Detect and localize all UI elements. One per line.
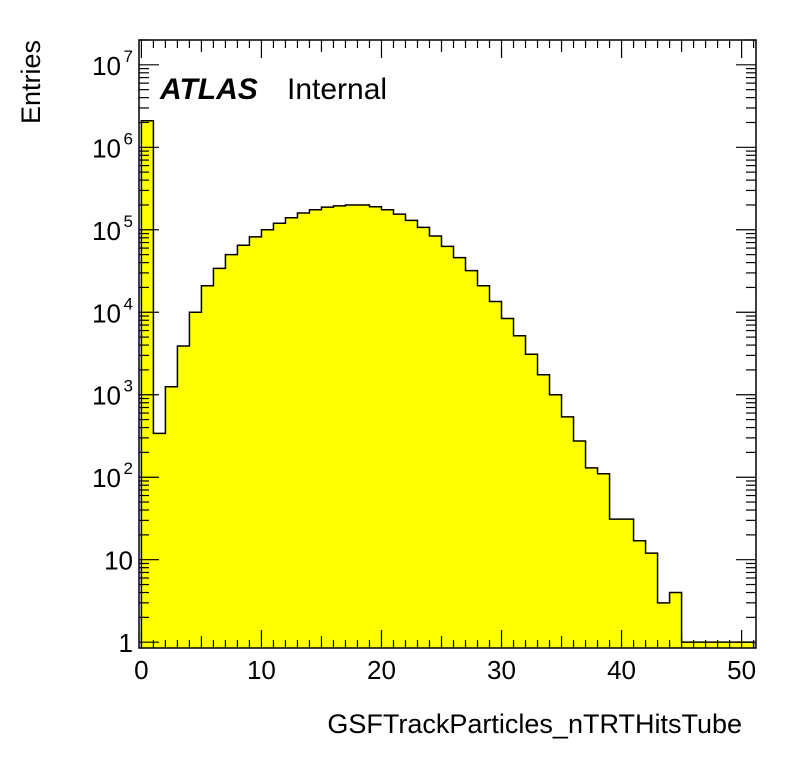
y-tick-exponent: 3 bbox=[124, 377, 133, 396]
histogram-bin bbox=[153, 433, 166, 648]
x-tick-label: 10 bbox=[247, 655, 276, 685]
histogram-bin bbox=[201, 285, 214, 648]
x-axis-title: GSFTrackParticles_nTRTHitsTube bbox=[327, 709, 742, 739]
histogram-bin bbox=[741, 642, 754, 648]
histogram-bin bbox=[141, 120, 154, 649]
histogram-bin bbox=[609, 519, 622, 648]
histogram-bin bbox=[597, 473, 610, 648]
y-tick-label: 10 bbox=[92, 463, 121, 493]
histogram-bin bbox=[729, 642, 742, 648]
histogram-bin bbox=[225, 254, 238, 649]
histogram-bin bbox=[561, 416, 574, 648]
histogram-bin bbox=[261, 229, 274, 648]
atlas-label: ATLAS bbox=[159, 73, 258, 106]
histogram-bin bbox=[657, 602, 670, 648]
histogram-bin bbox=[501, 318, 514, 648]
histogram-bin bbox=[681, 642, 694, 648]
histogram-bin bbox=[585, 467, 598, 648]
histogram-bin bbox=[453, 257, 466, 648]
histogram-bin bbox=[297, 212, 310, 649]
histogram-bin bbox=[525, 354, 538, 648]
histogram-bin bbox=[417, 227, 430, 648]
histogram-bin bbox=[369, 206, 382, 648]
histogram-bin bbox=[309, 209, 322, 649]
y-tick-label: 1 bbox=[119, 628, 133, 658]
y-tick-label: 10 bbox=[92, 133, 121, 163]
histogram-bin bbox=[333, 205, 346, 648]
histogram-bin bbox=[177, 345, 190, 648]
histogram-bin bbox=[381, 209, 394, 649]
x-tick-label: 50 bbox=[727, 655, 756, 685]
y-tick-label: 10 bbox=[104, 546, 133, 576]
x-tick-label: 20 bbox=[367, 655, 396, 685]
histogram-bin bbox=[645, 553, 658, 648]
y-tick-label: 10 bbox=[92, 298, 121, 328]
histogram-bin bbox=[477, 285, 490, 648]
histogram-bin bbox=[717, 642, 730, 648]
histogram-bin bbox=[213, 268, 226, 648]
y-tick-label: 10 bbox=[92, 51, 121, 81]
internal-label: Internal bbox=[287, 73, 387, 106]
y-tick-label: 10 bbox=[92, 381, 121, 411]
histogram-bars bbox=[141, 120, 754, 649]
x-tick-label: 0 bbox=[134, 655, 148, 685]
histogram-bin bbox=[357, 204, 370, 648]
histogram-bin bbox=[405, 220, 418, 648]
histogram-bin bbox=[285, 217, 298, 648]
x-tick-label: 40 bbox=[607, 655, 636, 685]
y-tick-label: 10 bbox=[92, 216, 121, 246]
y-tick-exponent: 4 bbox=[124, 294, 133, 313]
histogram-outline bbox=[140, 119, 755, 648]
histogram-bin bbox=[393, 214, 406, 648]
histogram-bin bbox=[321, 207, 334, 649]
histogram-bin bbox=[705, 642, 718, 648]
x-tick-label: 30 bbox=[487, 655, 516, 685]
histogram-bin bbox=[237, 245, 250, 649]
histogram-bin bbox=[249, 236, 262, 648]
histogram-bin bbox=[465, 270, 478, 648]
histogram-bin bbox=[489, 301, 502, 648]
histogram-bin bbox=[345, 204, 358, 648]
histogram-bin bbox=[537, 374, 550, 648]
y-tick-exponent: 2 bbox=[124, 459, 133, 478]
histogram-bin bbox=[669, 592, 682, 648]
y-axis-title: Entries bbox=[16, 40, 46, 124]
x-axis-ticks: 0 10 20 30 40 50 bbox=[134, 40, 756, 685]
histogram-bin bbox=[441, 246, 454, 648]
histogram-bin bbox=[165, 386, 178, 648]
histogram-bin bbox=[573, 440, 586, 648]
y-tick-exponent: 6 bbox=[124, 129, 133, 148]
histogram-bin bbox=[429, 236, 442, 649]
histogram-bin bbox=[513, 335, 526, 648]
histogram-bin bbox=[189, 312, 202, 648]
histogram-bin bbox=[273, 223, 286, 648]
histogram-bin bbox=[621, 519, 634, 648]
histogram-bin bbox=[633, 540, 646, 648]
histogram-bin bbox=[549, 394, 562, 648]
y-tick-exponent: 5 bbox=[124, 212, 133, 231]
y-tick-exponent: 7 bbox=[124, 47, 133, 66]
plot-frame bbox=[138, 39, 757, 649]
histogram-bin bbox=[693, 642, 706, 648]
